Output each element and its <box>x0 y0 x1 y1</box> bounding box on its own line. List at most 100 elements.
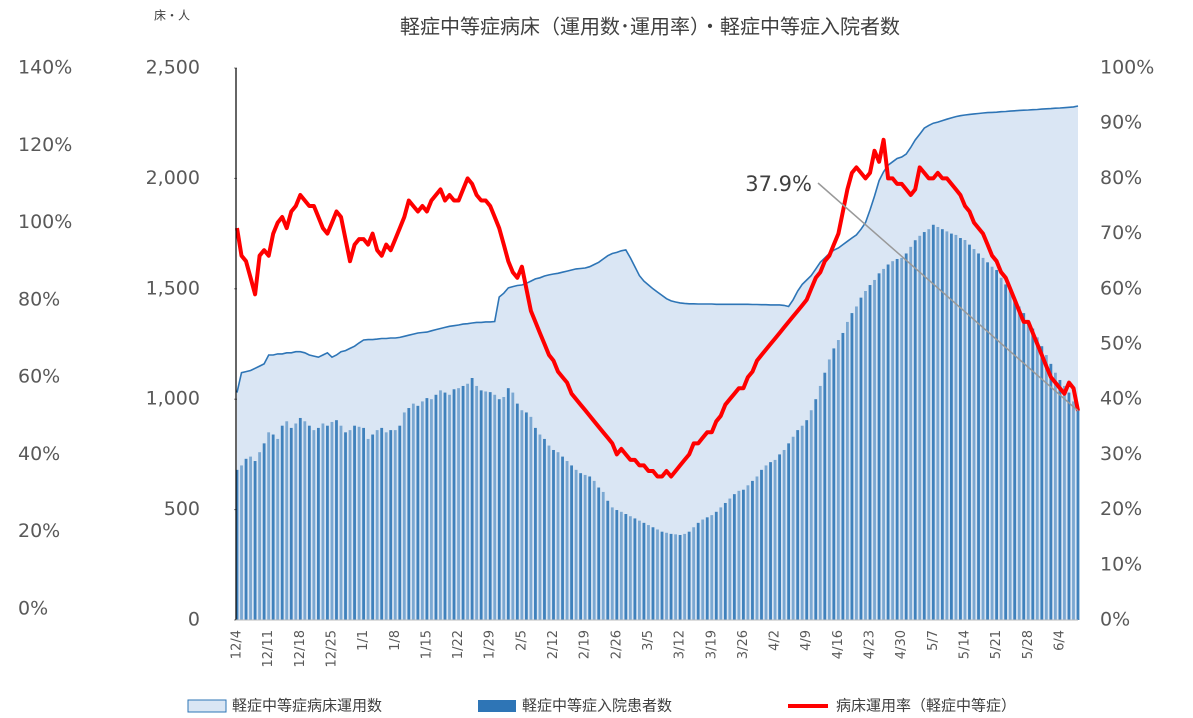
bar <box>393 430 397 620</box>
bar <box>402 412 406 620</box>
bar <box>796 430 800 620</box>
bar <box>638 520 641 620</box>
bar <box>696 522 700 620</box>
bar <box>249 456 252 620</box>
x-tick-label: 12/4 <box>230 630 245 659</box>
bar <box>836 340 840 620</box>
bar <box>411 403 415 620</box>
bar <box>561 456 564 620</box>
y2-tick-label: 40% <box>1100 388 1142 410</box>
bar <box>534 427 537 620</box>
bar <box>312 430 316 620</box>
y-tick-label: 0 <box>188 609 200 631</box>
y-tick-label: 2,500 <box>146 57 200 79</box>
y3-tick-label: 100% <box>18 211 72 233</box>
x-tick-label: 4/2 <box>768 630 783 651</box>
bar <box>1017 306 1021 620</box>
bar <box>742 489 745 620</box>
bar <box>1013 299 1017 620</box>
bar <box>601 491 605 620</box>
bar <box>493 394 497 620</box>
bar <box>990 266 994 620</box>
bar <box>592 480 596 620</box>
bar <box>805 420 809 620</box>
y2-tick-label: 0% <box>1100 609 1130 631</box>
bar <box>321 423 325 620</box>
bar <box>737 490 741 620</box>
bar <box>1035 337 1039 620</box>
legend-label: 軽症中等症病床運用数 <box>232 697 382 715</box>
bar <box>389 430 393 620</box>
bar <box>330 421 334 620</box>
y2-tick-label: 100% <box>1100 57 1154 79</box>
bar <box>949 233 953 620</box>
y3-tick-label: 40% <box>18 443 60 465</box>
rate-line <box>235 137 1080 479</box>
x-tick-label: 5/14 <box>957 630 972 659</box>
bar <box>619 511 623 620</box>
y2-tick-label: 10% <box>1100 553 1142 575</box>
bar <box>420 401 424 620</box>
y2-tick-label: 80% <box>1100 167 1142 189</box>
bar <box>900 257 904 620</box>
bar <box>868 285 872 620</box>
bar <box>470 378 474 620</box>
bar <box>1031 328 1035 620</box>
bar <box>316 427 320 620</box>
bar <box>855 306 858 620</box>
bar <box>529 416 533 620</box>
bar <box>977 253 980 621</box>
bar <box>760 469 763 620</box>
y2-tick-label: 30% <box>1100 443 1142 465</box>
bar <box>913 240 917 620</box>
bar <box>326 425 329 620</box>
bar <box>285 421 289 620</box>
bar <box>764 465 768 620</box>
x-tick-label: 3/26 <box>736 630 751 659</box>
bar <box>357 426 361 620</box>
x-tick-label: 4/9 <box>799 630 814 651</box>
bar <box>624 514 628 620</box>
bar <box>371 434 375 620</box>
bar <box>678 534 682 620</box>
bar <box>610 507 614 620</box>
bar <box>814 399 818 620</box>
bar <box>1072 401 1075 620</box>
bar <box>669 533 673 620</box>
bar <box>1026 319 1030 620</box>
bar <box>461 385 465 620</box>
bar <box>873 279 876 620</box>
bar <box>846 321 849 620</box>
bar <box>276 438 280 620</box>
annotation-leader <box>817 182 1079 412</box>
bar <box>864 291 867 620</box>
bar <box>597 487 601 620</box>
x-tick-label: 2/12 <box>546 630 561 659</box>
bar <box>339 425 343 620</box>
bar <box>380 427 384 620</box>
x-tick-label: 1/29 <box>483 630 498 659</box>
bar <box>366 438 370 620</box>
x-tick-label: 4/30 <box>894 630 909 659</box>
bar <box>384 432 388 620</box>
bar <box>362 427 366 620</box>
bar <box>1044 355 1048 620</box>
annotation: 37.9% <box>745 172 812 196</box>
bar <box>628 516 632 620</box>
bar <box>1004 284 1008 620</box>
bar <box>940 229 944 620</box>
bar <box>882 268 885 620</box>
x-tick-label: 1/8 <box>388 630 403 651</box>
area-line <box>236 105 1079 393</box>
bar <box>1076 410 1080 620</box>
bar <box>280 425 284 620</box>
bar <box>936 226 940 620</box>
bar <box>574 469 578 620</box>
bar <box>859 297 863 620</box>
bar <box>448 394 451 620</box>
bar <box>258 452 262 620</box>
bar <box>262 443 266 620</box>
bar <box>520 410 524 620</box>
bar <box>674 534 677 620</box>
